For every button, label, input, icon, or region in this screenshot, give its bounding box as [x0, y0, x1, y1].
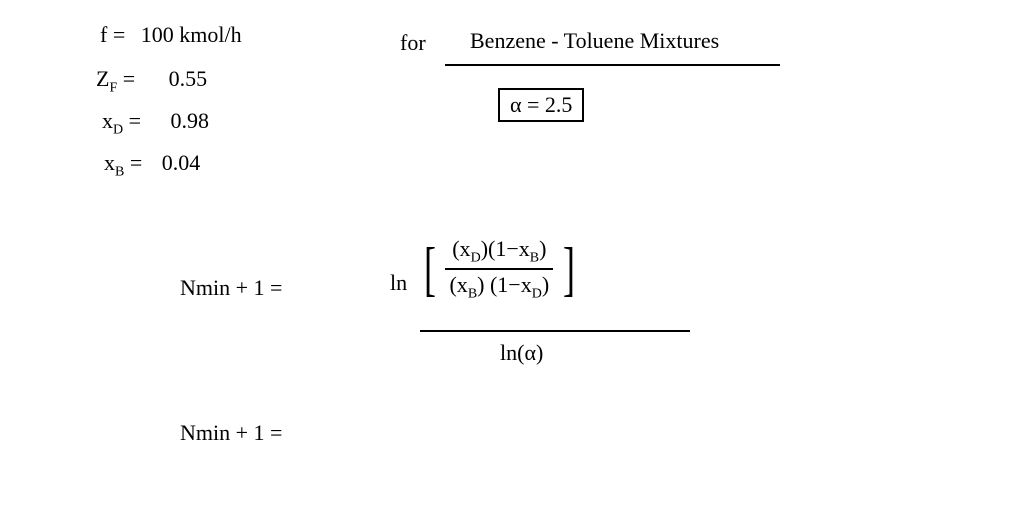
alpha-text: α = 2.5: [510, 92, 572, 117]
nt2: )(1−x: [481, 236, 530, 261]
nb3: ): [542, 272, 549, 297]
xb-sub: B: [115, 164, 124, 179]
eq-lhs: Nmin + 1 =: [180, 275, 282, 301]
given-zf: ZF = 0.55: [96, 66, 207, 96]
nb2: ) (1−x: [477, 272, 532, 297]
eq-ln: ln: [390, 270, 407, 296]
title-underline: [445, 64, 780, 66]
inner-fraction: (xD)(1−xB) (xB) (1−xD): [445, 236, 553, 303]
right-bracket-icon: ]: [563, 239, 575, 299]
xb-eq: =: [124, 150, 142, 175]
zf-rhs: 0.55: [169, 66, 208, 91]
xd-rhs: 0.98: [171, 108, 210, 133]
nt1: (x: [452, 236, 470, 261]
given-f: f = 100 kmol/h: [100, 22, 242, 48]
alpha-box: α = 2.5: [498, 88, 584, 122]
for-word: for: [400, 30, 426, 56]
zf-sym: Z: [96, 66, 109, 91]
inner-frac-top: (xD)(1−xB): [445, 236, 553, 270]
zf-eq: =: [117, 66, 135, 91]
given-xd: xD = 0.98: [102, 108, 209, 138]
nt1-sub: D: [471, 250, 481, 265]
f-rhs: 100 kmol/h: [141, 22, 242, 47]
nt3: ): [539, 236, 546, 261]
left-bracket-icon: [: [424, 239, 436, 299]
eq-bracket-group: [ (xD)(1−xB) (xB) (1−xD) ]: [420, 236, 579, 303]
xd-sub: D: [113, 122, 123, 137]
xd-sym: x: [102, 108, 113, 133]
xd-eq: =: [123, 108, 141, 133]
nb1-sub: B: [468, 287, 477, 302]
nb2-sub: D: [532, 287, 542, 302]
inner-frac-bot: (xB) (1−xD): [445, 270, 553, 302]
eq2-lhs: Nmin + 1 =: [180, 420, 282, 446]
outer-fraction-line: [420, 330, 690, 332]
f-lhs: f =: [100, 22, 125, 47]
xb-rhs: 0.04: [162, 150, 201, 175]
title: Benzene - Toluene Mixtures: [470, 28, 719, 54]
xb-sym: x: [104, 150, 115, 175]
nb1: (x: [449, 272, 467, 297]
given-xb: xB = 0.04: [104, 150, 200, 180]
nt2-sub: B: [530, 250, 539, 265]
eq-denom: ln(α): [500, 340, 543, 366]
